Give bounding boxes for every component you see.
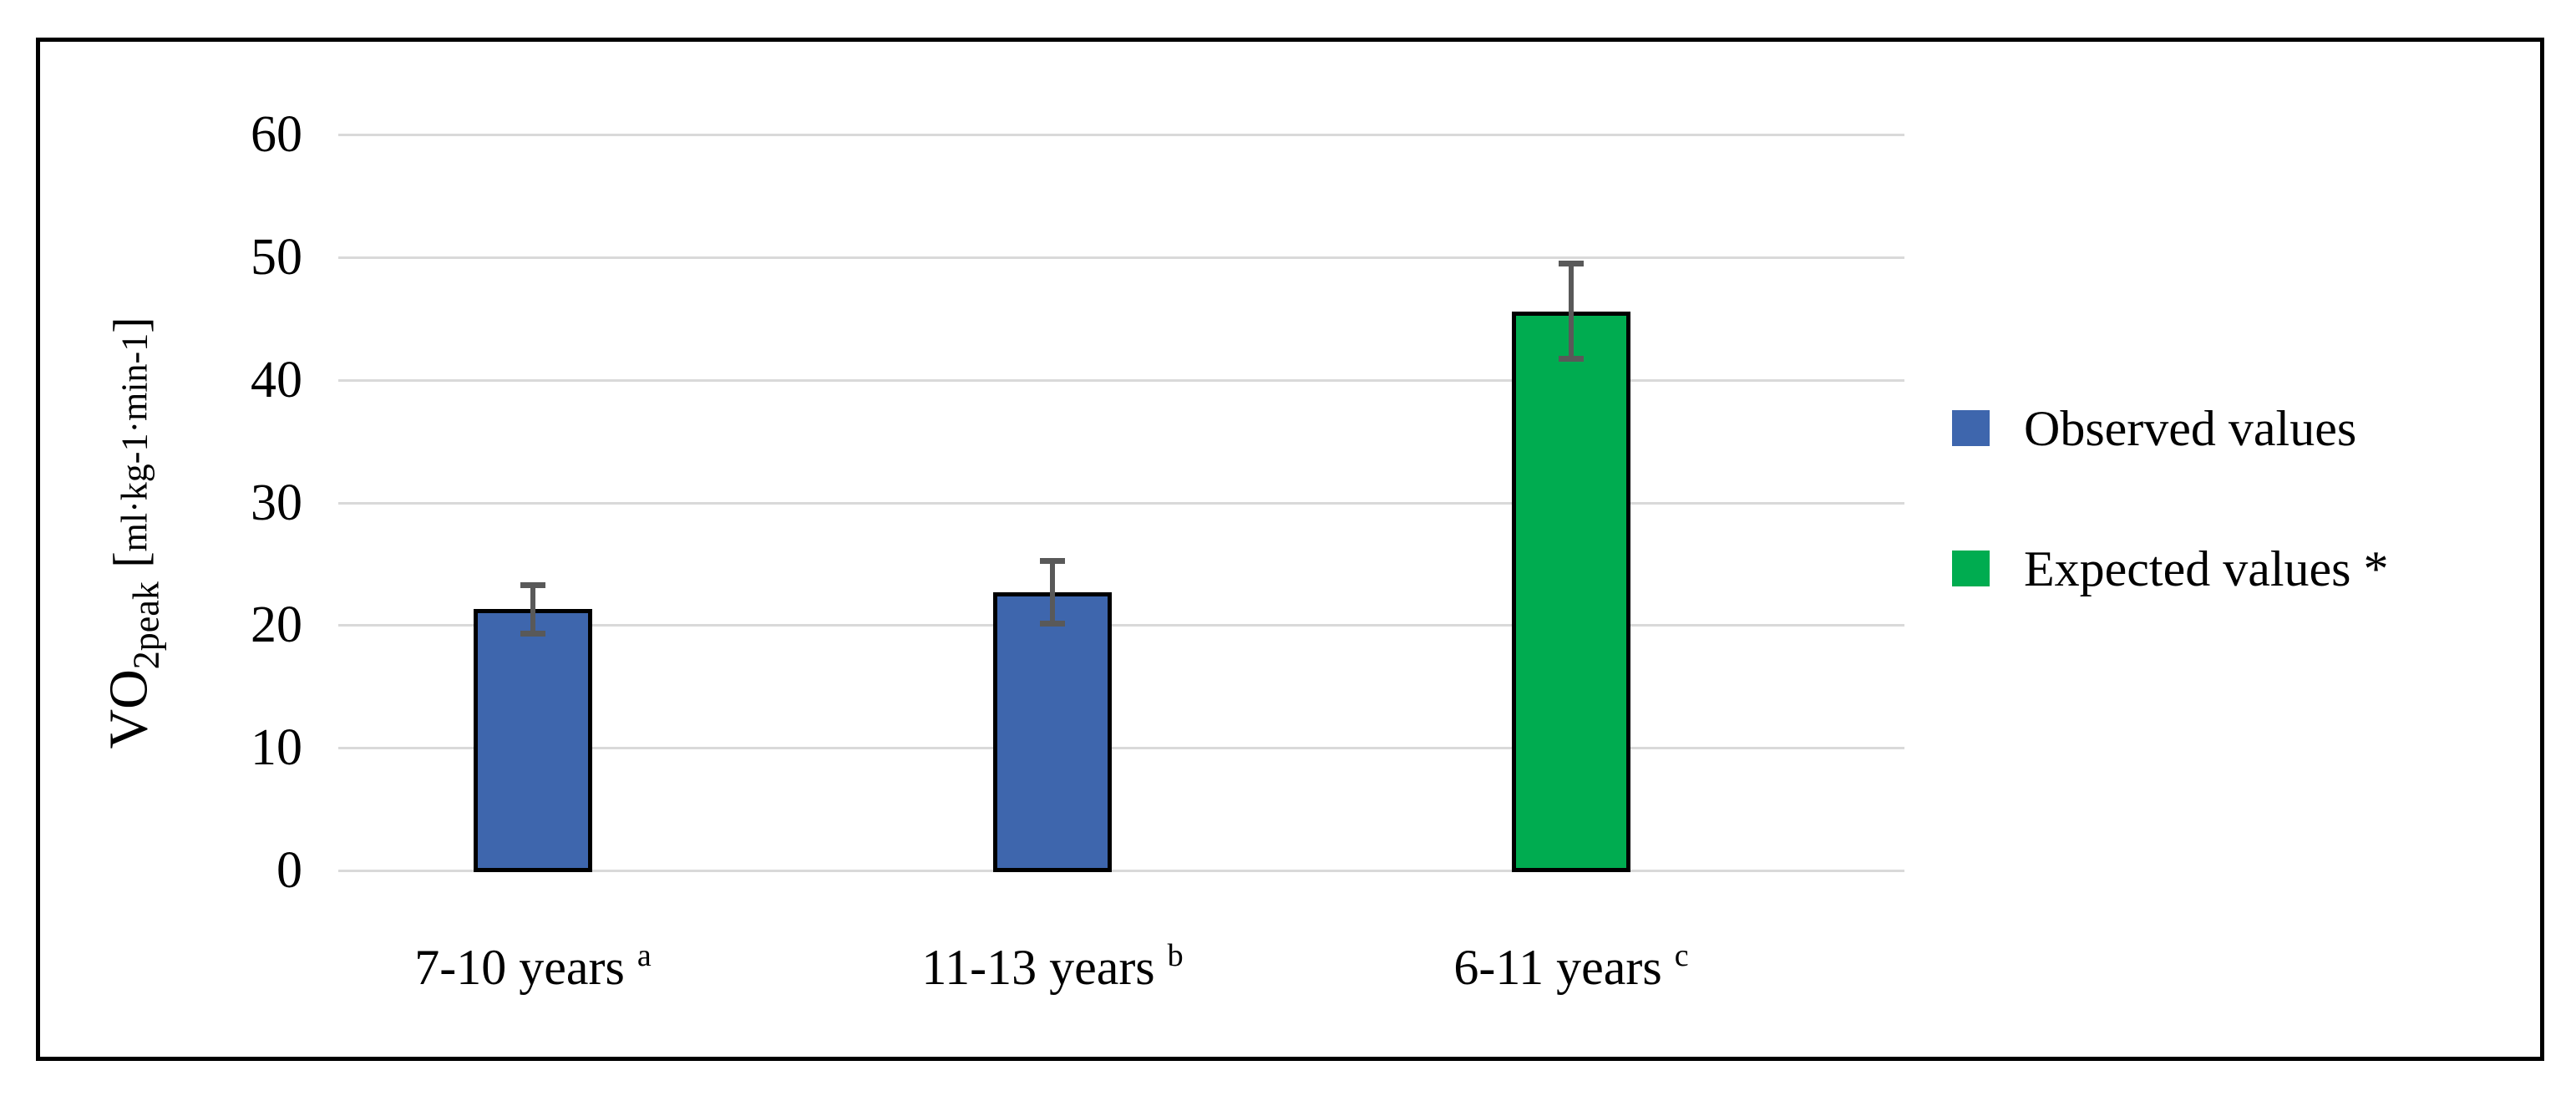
- x-category-superscript: b: [1167, 938, 1184, 973]
- y-axis-title: VO2peak [ml·kg-1·min-1]: [98, 317, 176, 749]
- error-bar-cap-top: [1040, 557, 1065, 564]
- y-tick-label-40: 40: [251, 351, 302, 408]
- y-tick-label-10: 10: [251, 719, 302, 777]
- gridline-y-30: [338, 501, 1904, 505]
- y-tick-label-30: 30: [251, 474, 302, 531]
- x-category-text: 7-10 years: [414, 940, 637, 995]
- gridline-y-20: [338, 624, 1904, 627]
- y-tick-label-0: 0: [276, 842, 302, 899]
- x-category-superscript: c: [1674, 938, 1689, 973]
- gridline-y-60: [338, 134, 1904, 137]
- y-tick-label-50: 50: [251, 229, 302, 286]
- error-bar-cap-bottom: [1040, 620, 1065, 627]
- gridline-y-50: [338, 256, 1904, 259]
- legend-swatch-expected: [1952, 551, 1990, 586]
- x-category-label-11-13-years: 11-13 years b: [785, 937, 1320, 997]
- y-axis-unit-bracket-open: [: [103, 551, 158, 568]
- x-category-text: 11-13 years: [921, 940, 1168, 995]
- error-bar-cap-bottom: [1559, 355, 1584, 362]
- x-category-label-7-10-years: 7-10 years a: [266, 937, 800, 997]
- y-axis-unit-text: ml·kg-1·min-1: [114, 332, 155, 552]
- y-tick-label-60: 60: [251, 106, 302, 164]
- x-category-superscript: a: [636, 938, 652, 973]
- error-bar-cap-bottom: [520, 630, 545, 637]
- gridline-y-40: [338, 378, 1904, 382]
- gridline-y-10: [338, 747, 1904, 750]
- legend-label-expected: Expected values *: [2024, 541, 2389, 596]
- y-axis-title-subscript: 2peak: [125, 581, 167, 670]
- x-category-label-6-11-years: 6-11 years c: [1304, 937, 1838, 997]
- legend-swatch-observed: [1952, 410, 1990, 446]
- error-bar-cap-top: [520, 581, 545, 588]
- error-bar-line: [1050, 560, 1055, 624]
- figure-border-frame: [36, 38, 2544, 1061]
- bar-6-11-years: [1512, 311, 1630, 872]
- gridline-y-0: [338, 870, 1904, 872]
- error-bar-cap-top: [1559, 261, 1584, 267]
- error-bar-line: [530, 584, 535, 634]
- x-category-text: 6-11 years: [1453, 940, 1675, 995]
- error-bar-line: [1569, 263, 1574, 359]
- bar-7-10-years: [474, 609, 592, 872]
- y-axis-title-main: VO: [98, 669, 160, 749]
- y-tick-label-20: 20: [251, 596, 302, 654]
- legend-label-observed: Observed values: [2024, 401, 2357, 456]
- y-axis-unit-bracket-close: ]: [103, 317, 158, 333]
- bar-11-13-years: [993, 591, 1112, 872]
